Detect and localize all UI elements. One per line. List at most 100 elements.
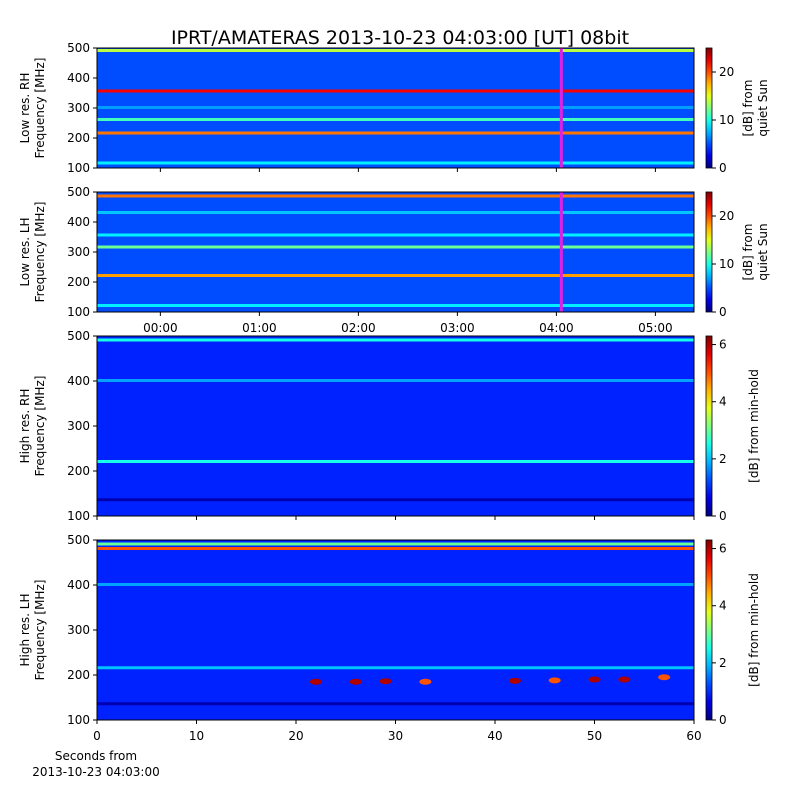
colorbar-label: [dB] from xyxy=(741,80,755,137)
x-tick-label: 0 xyxy=(93,729,101,743)
colorbar-tick-label: 2 xyxy=(719,452,727,466)
emission-band xyxy=(97,547,694,550)
x-tick-label: 10 xyxy=(189,729,204,743)
x-tick-label: 50 xyxy=(587,729,602,743)
emission-spot xyxy=(349,678,362,685)
spectrogram-background xyxy=(97,192,694,312)
x-tick-label: 30 xyxy=(388,729,403,743)
y-tick-label: 500 xyxy=(67,185,90,199)
colorbar xyxy=(705,539,713,721)
x-tick-label: 04:00 xyxy=(539,321,574,335)
y-axis-label: Low res. RH xyxy=(18,73,32,144)
emission-band xyxy=(97,49,694,52)
y-tick-label: 100 xyxy=(67,305,90,319)
x-tick-label: 20 xyxy=(288,729,303,743)
y-tick-label: 100 xyxy=(67,713,90,727)
spectrogram-background xyxy=(97,336,694,516)
emission-spot xyxy=(379,678,392,685)
x-tick-label: 00:00 xyxy=(143,321,178,335)
y-axis-label: Low res. LH xyxy=(18,217,32,286)
colorbar-tick-label: 0 xyxy=(719,509,727,523)
colorbar xyxy=(705,335,713,517)
x-tick-label: 05:00 xyxy=(638,321,673,335)
emission-band xyxy=(97,583,694,586)
x-tick-label: 40 xyxy=(487,729,502,743)
y-tick-label: 200 xyxy=(67,668,90,682)
y-tick-label: 500 xyxy=(67,41,90,55)
emission-band xyxy=(97,131,694,135)
emission-band xyxy=(97,118,694,121)
y-axis-label: Frequency [MHz] xyxy=(33,202,47,303)
emission-band xyxy=(97,460,694,463)
emission-band xyxy=(97,233,694,237)
x-axis-label: Seconds from xyxy=(55,749,137,763)
colorbar-label: quiet Sun xyxy=(756,79,770,136)
emission-band xyxy=(97,542,694,546)
x-tick-label: 02:00 xyxy=(341,321,376,335)
colorbar-tick-label: 0 xyxy=(719,713,727,727)
emission-band xyxy=(97,211,694,214)
colorbar-label: [dB] from xyxy=(741,224,755,281)
emission-band xyxy=(97,194,694,198)
emission-band xyxy=(97,245,694,249)
y-tick-label: 500 xyxy=(67,329,90,343)
y-tick-label: 400 xyxy=(67,215,90,229)
y-tick-label: 100 xyxy=(67,509,90,523)
colorbar-tick-label: 4 xyxy=(719,395,727,409)
y-tick-label: 400 xyxy=(67,71,90,85)
y-tick-label: 100 xyxy=(67,161,90,175)
emission-spot xyxy=(419,678,432,685)
emission-band xyxy=(97,379,694,382)
y-tick-label: 400 xyxy=(67,374,90,388)
colorbar-tick-label: 10 xyxy=(719,257,734,271)
y-tick-label: 200 xyxy=(67,275,90,289)
colorbar xyxy=(705,191,713,313)
x-axis-label: 2013-10-23 04:03:00 xyxy=(32,765,159,779)
emission-spot xyxy=(508,677,521,684)
emission-band xyxy=(97,106,694,109)
emission-band xyxy=(97,161,694,165)
emission-spot xyxy=(548,677,561,684)
colorbar-tick-label: 6 xyxy=(719,338,727,352)
colorbar-label: [dB] from min-hold xyxy=(747,369,761,483)
colorbar-tick-label: 20 xyxy=(719,209,734,223)
y-tick-label: 400 xyxy=(67,578,90,592)
emission-band xyxy=(97,304,694,307)
colorbar-label: [dB] from min-hold xyxy=(747,573,761,687)
colorbar-tick-label: 2 xyxy=(719,656,727,670)
emission-spot xyxy=(658,674,671,681)
y-axis-label: Frequency [MHz] xyxy=(33,58,47,159)
colorbar xyxy=(705,47,713,169)
y-tick-label: 500 xyxy=(67,533,90,547)
colorbar-tick-label: 6 xyxy=(719,542,727,556)
emission-band xyxy=(97,89,694,93)
emission-band xyxy=(97,338,694,342)
x-tick-label: 60 xyxy=(686,729,701,743)
y-axis-label: High res. LH xyxy=(18,593,32,666)
emission-band xyxy=(97,666,694,670)
emission-band xyxy=(97,498,694,502)
colorbar-tick-label: 4 xyxy=(719,599,727,613)
y-tick-label: 300 xyxy=(67,245,90,259)
y-tick-label: 300 xyxy=(67,419,90,433)
emission-spot xyxy=(618,676,631,683)
colorbar-label: quiet Sun xyxy=(756,223,770,280)
y-axis-label: Frequency [MHz] xyxy=(33,580,47,681)
y-tick-label: 300 xyxy=(67,101,90,115)
y-tick-label: 200 xyxy=(67,131,90,145)
colorbar-tick-label: 0 xyxy=(719,305,727,319)
figure-title: IPRT/AMATERAS 2013-10-23 04:03:00 [UT] 0… xyxy=(171,27,629,49)
y-axis-label: Frequency [MHz] xyxy=(33,376,47,477)
emission-band xyxy=(97,702,694,706)
emission-spot xyxy=(588,676,601,683)
y-tick-label: 300 xyxy=(67,623,90,637)
spectrogram-background xyxy=(97,540,694,720)
y-tick-label: 200 xyxy=(67,464,90,478)
colorbar-tick-label: 0 xyxy=(719,161,727,175)
colorbar-tick-label: 20 xyxy=(719,65,734,79)
emission-band xyxy=(97,274,694,277)
x-tick-label: 01:00 xyxy=(242,321,277,335)
emission-spot xyxy=(309,678,322,685)
colorbar-tick-label: 10 xyxy=(719,113,734,127)
